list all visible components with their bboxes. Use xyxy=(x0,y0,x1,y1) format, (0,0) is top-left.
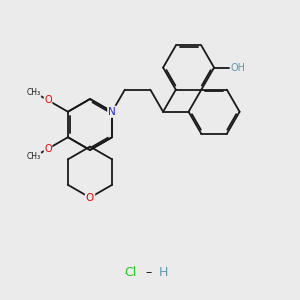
Text: Cl: Cl xyxy=(124,266,136,280)
Text: O: O xyxy=(86,193,94,202)
Text: O: O xyxy=(44,144,52,154)
Text: OH: OH xyxy=(231,63,246,73)
Text: HCl: HCl xyxy=(125,272,127,274)
Text: CH₃: CH₃ xyxy=(27,88,41,97)
Text: CH₃: CH₃ xyxy=(27,152,41,161)
Text: –: – xyxy=(146,266,152,280)
Text: O: O xyxy=(44,95,52,105)
Text: N: N xyxy=(108,107,116,117)
Text: H: H xyxy=(159,266,168,280)
